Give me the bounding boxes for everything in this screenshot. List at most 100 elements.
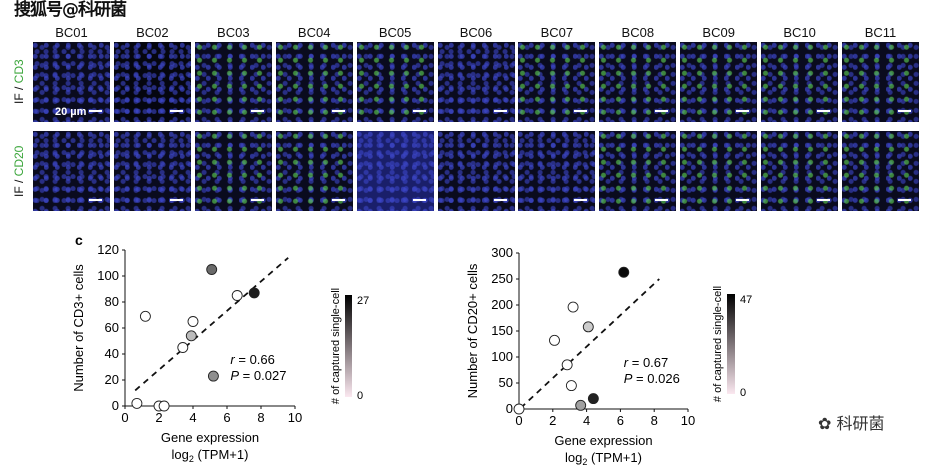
y-tick-label: 300 [491, 245, 513, 260]
scale-bar [655, 199, 669, 201]
if-image-bc01-cd3: 20 µm [33, 42, 110, 122]
if-image-bc06-cd20 [437, 131, 515, 211]
annotation-r: r = 0.67 [624, 355, 668, 370]
y-tick-label: 50 [499, 375, 513, 390]
x-tick-label: 0 [121, 410, 128, 425]
data-point [177, 342, 189, 353]
annotation-r: r = 0.66 [230, 352, 274, 367]
scale-bar [412, 199, 426, 201]
if-image-bc07-cd20 [518, 131, 596, 211]
if-image-bc03-cd3 [194, 42, 272, 122]
data-point [513, 403, 525, 415]
scale-bar [493, 199, 507, 201]
scale-bar [898, 110, 911, 112]
logo-label: 科研菌 [836, 414, 885, 433]
y-tick-label: 100 [97, 268, 119, 283]
column-label: BC02 [136, 25, 169, 40]
colorbar [727, 294, 735, 394]
x-axis-label: Gene expression [161, 430, 259, 445]
watermark: 搜狐号@科研菌 [14, 0, 127, 20]
data-point [139, 310, 151, 322]
y-tick-label: 0 [506, 401, 513, 416]
scale-bar [817, 110, 831, 112]
x-tick-label: 0 [515, 413, 522, 428]
y-tick-label: 250 [491, 271, 513, 286]
y-tick-label: 100 [491, 349, 513, 364]
data-point [565, 380, 577, 392]
data-point [549, 334, 560, 346]
data-point [582, 321, 594, 333]
data-point [587, 393, 599, 405]
regression-line [520, 278, 660, 409]
colorbar-label: # of captured single-cell [330, 288, 342, 404]
p-value: 0.027 [254, 368, 287, 383]
scale-bar [169, 110, 183, 112]
if-image-bc04-cd20 [275, 131, 353, 211]
r-value: 0.67 [643, 355, 668, 370]
scale-bar [250, 199, 264, 201]
scale-bar [574, 199, 588, 201]
data-point [187, 316, 199, 327]
if-image-bc04-cd3 [275, 42, 353, 122]
scale-bar [331, 199, 345, 201]
scale-bar [412, 110, 426, 112]
column-label: BC11 [864, 25, 897, 40]
scale-bar [898, 199, 911, 201]
x-tick-label: 4 [189, 410, 196, 425]
data-point [575, 399, 587, 411]
panel-letter: c [75, 232, 83, 248]
p-value: 0.026 [647, 371, 680, 386]
colorbar-max-label: 27 [357, 295, 369, 307]
data-point [231, 290, 243, 301]
y-axis-label: Number of CD20+ cells [465, 263, 480, 398]
scale-bar [169, 199, 183, 201]
data-point [618, 266, 630, 278]
annotation-p: P = 0.027 [230, 368, 286, 383]
data-point [185, 330, 197, 342]
if-image-bc08-cd3 [599, 42, 677, 122]
y-tick-label: 0 [112, 398, 119, 413]
if-image-bc07-cd3 [518, 42, 596, 122]
y-tick-label: 20 [105, 372, 119, 387]
if-image-bc09-cd20 [680, 131, 758, 211]
x-tick-label: 8 [257, 410, 264, 425]
column-label: BC08 [621, 25, 655, 40]
x-tick-label: 8 [651, 413, 658, 428]
scale-bar-label: 20 µm [55, 106, 87, 118]
scale-bar [736, 110, 750, 112]
if-image-bc01-cd20 [33, 131, 110, 211]
scale-bar [736, 199, 750, 201]
scale-bar [817, 199, 831, 201]
if-image-bc11-cd20 [842, 131, 919, 211]
if-image-bc09-cd3 [680, 42, 758, 122]
column-label: BC09 [702, 25, 735, 40]
y-tick-label: 80 [105, 294, 119, 309]
scale-bar [89, 199, 102, 201]
y-tick-label: 40 [105, 346, 119, 361]
scale-bar [655, 110, 669, 112]
data-point [158, 400, 170, 412]
y-tick-label: 60 [105, 320, 119, 335]
data-point [248, 287, 260, 299]
colorbar-max-label: 47 [740, 294, 752, 306]
column-label: BC07 [540, 25, 574, 40]
x-tick-label: 6 [617, 413, 624, 428]
scale-bar [89, 110, 102, 112]
scale-bar [574, 110, 588, 112]
if-image-bc05-cd3 [356, 42, 434, 122]
y-tick-label: 120 [97, 242, 119, 257]
x-tick-label: 6 [223, 410, 230, 425]
y-tick-label: 150 [491, 323, 513, 338]
if-image-bc06-cd3 [437, 42, 515, 122]
if-image-bc10-cd20 [761, 131, 839, 211]
x-tick-label: 2 [155, 410, 162, 425]
logo-text: ✿ 科研菌 [818, 414, 885, 433]
y-tick-label: 200 [491, 297, 513, 312]
scale-bar [493, 110, 507, 112]
if-image-bc11-cd3 [842, 42, 919, 122]
colorbar-min-label: 0 [740, 387, 746, 399]
scale-bar [250, 110, 264, 112]
column-label: BC03 [217, 25, 250, 40]
